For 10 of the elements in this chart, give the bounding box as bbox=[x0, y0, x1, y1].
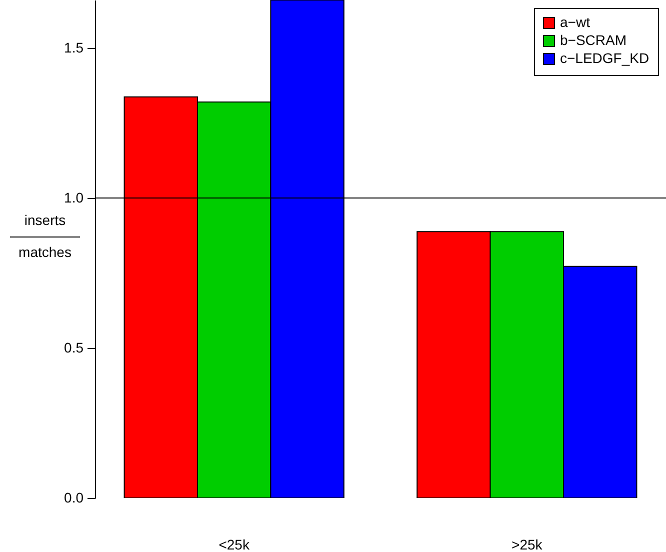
y-tick-label: 0.0 bbox=[64, 490, 84, 506]
y-tick-label: 0.5 bbox=[64, 340, 84, 356]
y-tick-label: 1.5 bbox=[64, 40, 84, 56]
y-axis-title: inserts matches bbox=[18, 212, 72, 260]
x-tick-label: >25k bbox=[512, 536, 544, 552]
legend-label: a−wt bbox=[560, 14, 590, 30]
legend-label: c−LEDGF_KD bbox=[560, 50, 650, 66]
legend-label: b−SCRAM bbox=[560, 32, 627, 48]
y-tick-label: 1.0 bbox=[64, 190, 84, 206]
x-tick-label: <25k bbox=[218, 536, 250, 552]
